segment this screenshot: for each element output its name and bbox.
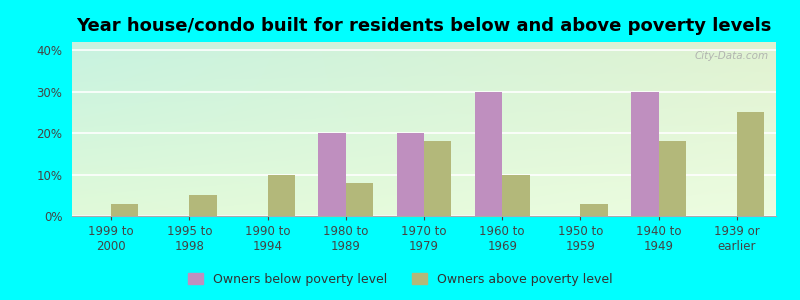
Bar (267, 175, 295, 216)
Text: City-Data.com: City-Data.com (695, 51, 769, 61)
Bar (631, 92, 658, 216)
Bar (658, 141, 686, 216)
Bar (737, 112, 764, 216)
Bar (424, 141, 451, 216)
Title: Year house/condo built for residents below and above poverty levels: Year house/condo built for residents bel… (76, 17, 772, 35)
Bar (346, 183, 373, 216)
Bar (581, 204, 608, 216)
Bar (111, 204, 138, 216)
Legend: Owners below poverty level, Owners above poverty level: Owners below poverty level, Owners above… (182, 268, 618, 291)
Bar (318, 133, 346, 216)
Bar (397, 133, 424, 216)
Bar (502, 175, 530, 216)
Bar (190, 195, 217, 216)
Bar (475, 92, 502, 216)
